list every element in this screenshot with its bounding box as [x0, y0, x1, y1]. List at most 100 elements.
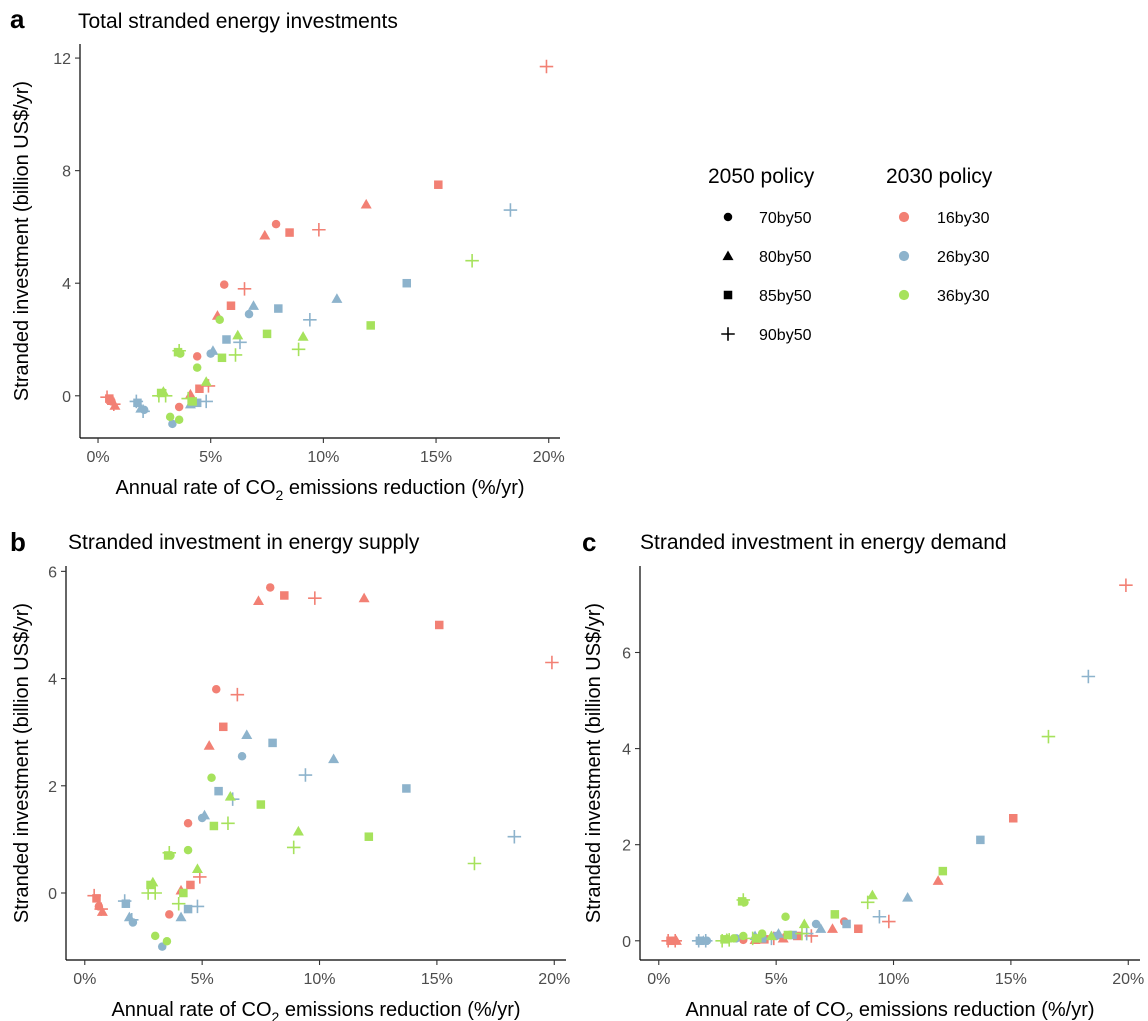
data-point: [224, 791, 236, 801]
data-point: [244, 309, 254, 319]
data-point: [826, 923, 838, 933]
data-point: [740, 898, 749, 907]
y-tick-label: 6: [48, 564, 57, 581]
data-point: [285, 228, 294, 237]
data-point: [256, 800, 266, 809]
data-point: [147, 876, 159, 887]
x-axis-label: Annual rate of CO2 emissions reduction (…: [111, 999, 520, 1021]
data-point: [248, 300, 260, 310]
y-tick-label: 4: [48, 672, 57, 689]
data-point: [798, 918, 810, 929]
y-tick-label: 2: [622, 838, 631, 855]
data-point: [186, 880, 195, 890]
y-tick-label: 12: [53, 51, 71, 68]
data-point: [148, 886, 162, 900]
data-point: [882, 914, 896, 929]
data-point: [976, 835, 985, 845]
x-tick-label: 20%: [538, 971, 570, 988]
x-tick-label: 15%: [995, 971, 1027, 988]
data-point: [190, 899, 205, 914]
data-point: [226, 301, 236, 310]
data-point: [175, 911, 187, 922]
data-point: [174, 415, 184, 424]
data-point: [788, 930, 797, 940]
x-tick-label: 0%: [73, 971, 96, 988]
x-tick-label: 0%: [647, 971, 670, 988]
data-point: [274, 304, 283, 313]
data-point: [184, 388, 196, 399]
data-point: [1008, 814, 1018, 823]
data-point: [783, 930, 793, 940]
x-tick-label: 0%: [86, 449, 109, 466]
data-point: [271, 219, 281, 229]
data-point: [303, 313, 317, 327]
panel-title: Stranded investment in energy demand: [640, 531, 1007, 554]
x-tick-label: 15%: [420, 449, 452, 466]
data-point: [166, 851, 175, 860]
x-tick-label: 20%: [533, 449, 565, 466]
legend-key-36by30: [898, 289, 910, 301]
legend-title-color: 2030 policy: [886, 165, 993, 188]
y-tick-label: 0: [48, 886, 57, 903]
x-tick-label: 10%: [307, 449, 339, 466]
data-point: [168, 419, 177, 429]
data-point: [96, 906, 108, 916]
data-point: [92, 894, 101, 903]
data-point: [128, 918, 138, 927]
data-point: [171, 896, 186, 911]
data-point: [902, 892, 914, 902]
data-point: [150, 931, 160, 941]
y-tick-label: 6: [622, 645, 631, 662]
data-point: [854, 924, 863, 934]
data-point: [139, 405, 149, 415]
data-point: [739, 931, 748, 941]
data-point: [228, 348, 243, 362]
x-tick-label: 5%: [191, 971, 214, 988]
data-point: [872, 910, 887, 924]
data-point: [207, 773, 216, 782]
data-point: [753, 934, 762, 943]
data-point: [503, 203, 518, 217]
y-tick-label: 4: [62, 276, 71, 293]
x-axis-label: Annual rate of CO2 emissions reduction (…: [685, 999, 1094, 1021]
data-point: [109, 400, 121, 410]
data-point: [507, 829, 522, 844]
data-point: [465, 253, 479, 268]
data-point: [241, 729, 253, 739]
data-point: [200, 376, 212, 386]
legend-key-90by50: [721, 327, 735, 341]
y-tick-label: 2: [48, 779, 57, 796]
data-point: [121, 899, 131, 908]
data-point: [297, 331, 309, 341]
data-point: [209, 821, 219, 831]
y-tick-label: 0: [622, 934, 631, 951]
scatter-points: [87, 583, 559, 951]
data-point: [174, 402, 184, 412]
data-point: [545, 655, 559, 670]
data-point: [221, 816, 235, 831]
data-point: [938, 866, 948, 876]
y-tick-label: 8: [62, 164, 71, 181]
data-point: [219, 722, 228, 732]
data-point: [781, 912, 790, 922]
legend: 2050 policy 2030 policy 70by50 80by50 85by50…: [708, 165, 993, 344]
legend-label: 16by30: [937, 210, 990, 227]
data-point: [252, 595, 264, 605]
legend-key-80by50: [722, 250, 734, 261]
data-point: [842, 919, 851, 929]
data-point: [298, 768, 313, 782]
legend-key-70by50: [723, 212, 733, 222]
data-point: [158, 389, 173, 403]
data-point: [1041, 729, 1056, 744]
data-point: [866, 889, 878, 900]
panel-b: b Stranded investment in energy supply 0% 5…: [10, 527, 570, 1021]
data-point: [195, 384, 204, 393]
scatter-points: [100, 59, 554, 429]
data-point: [215, 315, 224, 325]
legend-label: 70by50: [759, 210, 812, 227]
data-point: [539, 59, 554, 74]
data-point: [237, 282, 252, 296]
data-point: [358, 592, 370, 603]
data-point: [176, 349, 185, 358]
